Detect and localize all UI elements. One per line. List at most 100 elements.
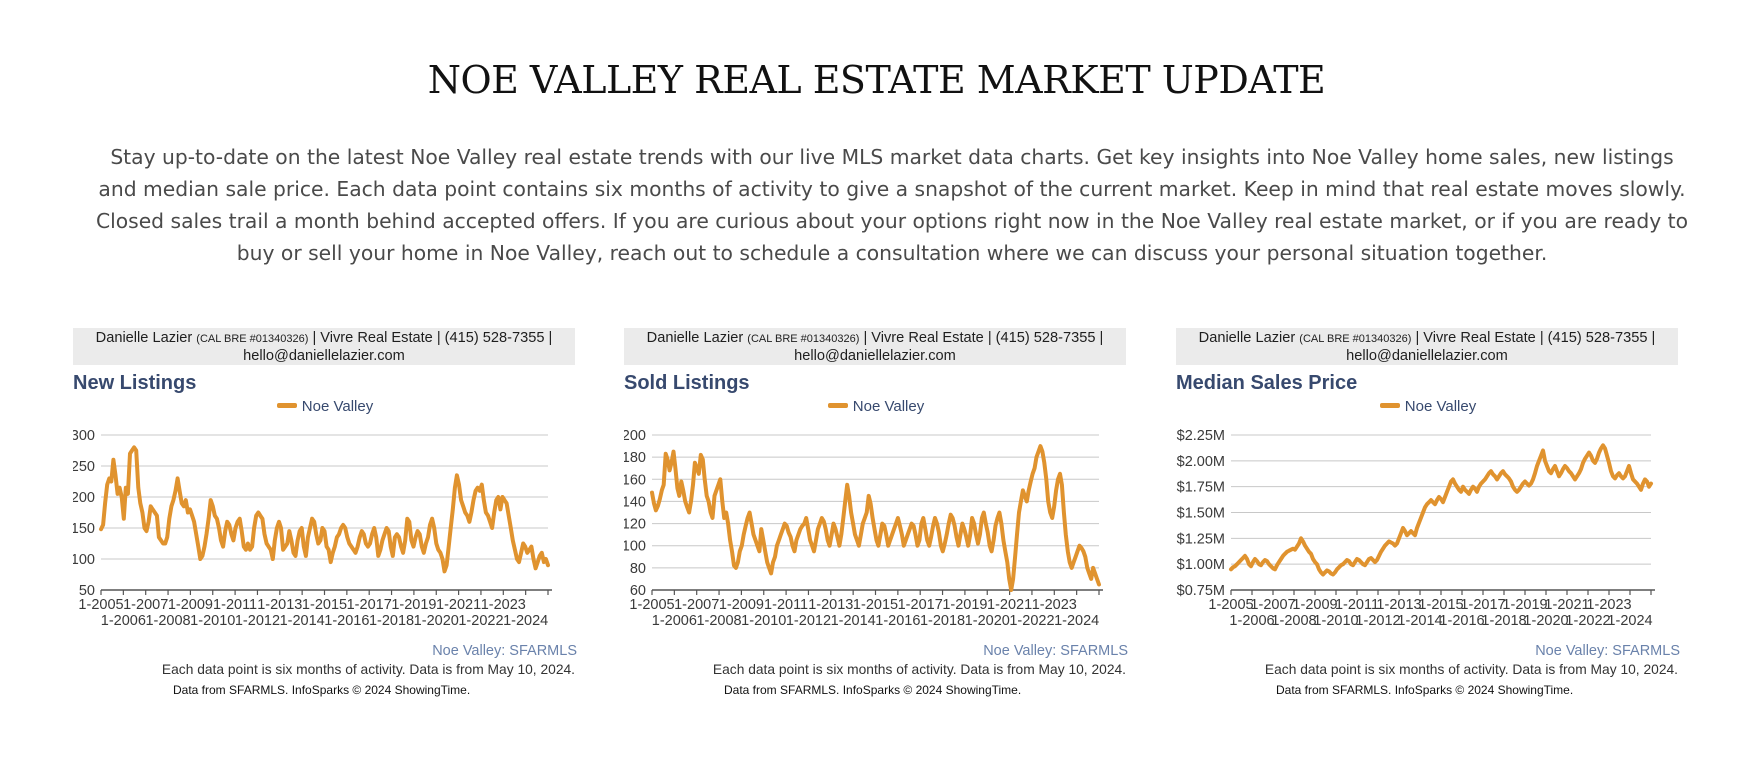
x-tick-label: 1-2017 (347, 597, 392, 613)
x-tick-label: 1-2006 (101, 613, 146, 629)
y-tick-label: 250 (73, 459, 95, 475)
x-tick-label: 1-2011 (1335, 597, 1379, 613)
x-tick-label: 1-2019 (942, 597, 987, 613)
x-tick-label: 1-2005 (78, 597, 123, 613)
agent-email-link[interactable]: hello@daniellelazier.com (243, 348, 405, 364)
x-tick-label: 1-2011 (213, 597, 257, 613)
legend-label: Noe Valley (852, 398, 925, 415)
y-tick-label: 100 (73, 552, 95, 568)
x-tick-label: 1-2013 (808, 597, 853, 613)
y-tick-label: 80 (630, 561, 646, 577)
x-tick-label: 1-2016 (875, 613, 920, 629)
agent-license: (CAL BRE #01340326) (747, 333, 860, 345)
legend-swatch (827, 402, 848, 408)
chart-title: Sold Listings (624, 372, 750, 394)
y-tick-label: $1.25M (1177, 531, 1225, 547)
y-tick-label: 180 (624, 450, 646, 466)
x-tick-label: 1-2024 (503, 613, 548, 629)
chart-card-new-listings: Danielle Lazier (CAL BRE #01340326) | Vi… (73, 328, 577, 708)
y-tick-label: $2.25M (1177, 428, 1225, 444)
x-tick-label: 1-2013 (257, 597, 302, 613)
x-tick-label: 1-2023 (481, 597, 526, 613)
y-tick-label: 300 (73, 428, 95, 444)
chart-legend[interactable]: Noe Valley (624, 398, 1128, 415)
x-tick-label: 1-2014 (1397, 613, 1442, 629)
x-tick-label: 1-2009 (719, 597, 764, 613)
y-tick-label: $1.00M (1177, 557, 1225, 573)
series-line-noe-valley (650, 444, 1101, 592)
agent-license: (CAL BRE #01340326) (1299, 333, 1412, 345)
series-line-noe-valley (1229, 443, 1653, 577)
data-credit: Data from SFARMLS. InfoSparks © 2024 Sho… (1276, 683, 1574, 697)
x-tick-label: 1-2023 (1586, 597, 1631, 613)
x-tick-label: 1-2009 (1292, 597, 1337, 613)
x-tick-label: 1-2009 (168, 597, 213, 613)
agent-details: | Vivre Real Estate | (415) 528-7355 | (312, 330, 553, 346)
x-tick-label: 1-2008 (145, 613, 190, 629)
chart-title: New Listings (73, 372, 197, 394)
data-credit: Data from SFARMLS. InfoSparks © 2024 Sho… (724, 683, 1022, 697)
y-tick-label: 100 (624, 539, 646, 555)
x-tick-label: 1-2017 (1460, 597, 1505, 613)
x-tick-label: 1-2023 (1032, 597, 1077, 613)
series-line-noe-valley (99, 445, 550, 574)
x-tick-label: 1-2024 (1054, 613, 1099, 629)
agent-name: Danielle Lazier (646, 330, 744, 346)
y-tick-label: $0.75M (1177, 583, 1225, 599)
x-tick-label: 1-2019 (1502, 597, 1547, 613)
line-chart-sold-listings: 200 180 160 140 120 100 80 601-2005 1-2007 1-2009… (624, 428, 1103, 629)
x-tick-label: 1-2008 (696, 613, 741, 629)
data-note: Each data point is six months of activit… (161, 662, 575, 677)
data-source-label: Noe Valley: SFARMLS (983, 643, 1128, 659)
x-tick-label: 1-2018 (920, 613, 965, 629)
x-tick-label: 1-2012 (1355, 613, 1400, 629)
x-tick-label: 1-2014 (280, 613, 325, 629)
intro-paragraph: Stay up-to-date on the latest Noe Valley… (95, 145, 1689, 265)
x-tick-label: 1-2011 (764, 597, 808, 613)
y-tick-label: 200 (73, 490, 95, 506)
x-tick-label: 1-2005 (1208, 597, 1253, 613)
data-note: Each data point is six months of activit… (712, 662, 1126, 677)
x-tick-label: 1-2007 (674, 597, 719, 613)
contact-bar: Danielle Lazier (CAL BRE #01340326) | Vi… (73, 328, 575, 365)
data-credit: Data from SFARMLS. InfoSparks © 2024 Sho… (173, 683, 471, 697)
chart-legend[interactable]: Noe Valley (73, 398, 577, 415)
chart-legend[interactable]: Noe Valley (1176, 398, 1680, 415)
data-note: Each data point is six months of activit… (1264, 662, 1678, 677)
x-tick-label: 1-2020 (965, 613, 1010, 629)
y-tick-label: 200 (624, 428, 646, 444)
x-tick-label: 1-2010 (1313, 613, 1358, 629)
x-tick-label: 1-2022 (458, 613, 503, 629)
y-tick-label: $1.50M (1177, 506, 1225, 522)
x-tick-label: 1-2021 (436, 597, 481, 613)
agent-name: Danielle Lazier (95, 330, 193, 346)
agent-email-link[interactable]: hello@daniellelazier.com (1346, 348, 1508, 364)
x-tick-label: 1-2015 (1418, 597, 1463, 613)
x-tick-label: 1-2012 (786, 613, 831, 629)
agent-email-link[interactable]: hello@daniellelazier.com (794, 348, 956, 364)
x-tick-label: 1-2008 (1271, 613, 1316, 629)
contact-bar: Danielle Lazier (CAL BRE #01340326) | Vi… (624, 328, 1126, 365)
x-tick-label: 1-2005 (629, 597, 674, 613)
x-tick-label: 1-2021 (987, 597, 1032, 613)
x-tick-label: 1-2022 (1009, 613, 1054, 629)
x-tick-label: 1-2012 (235, 613, 280, 629)
legend-swatch (276, 402, 297, 408)
line-chart-median-sales-price: $2.25M $2.00M $1.75M $1.50M $1.25M $1.00M $0.7… (1177, 428, 1655, 629)
x-tick-label: 1-2015 (853, 597, 898, 613)
y-tick-label: 140 (624, 494, 646, 510)
x-tick-label: 1-2020 (414, 613, 459, 629)
legend-label: Noe Valley (301, 398, 374, 415)
legend-swatch (1379, 402, 1400, 408)
x-tick-label: 1-2016 (1439, 613, 1484, 629)
contact-bar: Danielle Lazier (CAL BRE #01340326) | Vi… (1176, 328, 1678, 365)
legend-label: Noe Valley (1404, 398, 1477, 415)
x-tick-label: 1-2020 (1523, 613, 1568, 629)
x-tick-label: 1-2019 (391, 597, 436, 613)
y-tick-label: 60 (630, 583, 646, 599)
y-tick-label: 120 (624, 517, 646, 533)
x-tick-label: 1-2015 (302, 597, 347, 613)
y-tick-label: 150 (73, 521, 95, 537)
x-tick-label: 1-2021 (1544, 597, 1589, 613)
